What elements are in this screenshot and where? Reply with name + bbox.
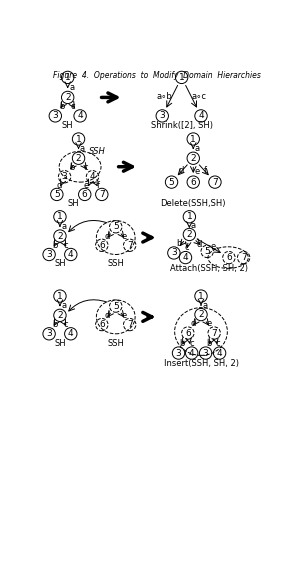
Text: d: d [178,166,184,175]
Text: 1: 1 [190,135,196,144]
Text: a: a [191,221,196,230]
Text: 2: 2 [57,232,63,240]
Text: SH: SH [54,259,66,268]
Text: 6: 6 [190,178,196,187]
Text: 2: 2 [190,154,196,163]
Text: 3: 3 [159,111,165,120]
Text: b: b [180,339,185,348]
Text: a: a [80,144,85,153]
Text: c: c [185,243,189,252]
Text: 4: 4 [217,349,222,358]
Text: c: c [83,163,88,172]
Text: 4: 4 [183,253,188,262]
Text: a: a [195,144,200,153]
Text: d: d [105,311,110,320]
Text: SSH: SSH [89,147,106,156]
Text: SH: SH [62,122,73,131]
Text: f: f [204,166,207,175]
Text: SH: SH [54,339,66,348]
Text: c: c [63,320,68,329]
Text: c: c [63,241,68,250]
Text: 1: 1 [179,73,185,82]
Text: 3: 3 [203,349,208,358]
Text: f: f [96,181,99,190]
Text: 2: 2 [187,230,192,239]
Text: 4: 4 [68,329,74,339]
Text: 1: 1 [198,291,204,300]
Text: 1: 1 [57,291,63,300]
Text: 4: 4 [189,349,195,358]
Text: SSH: SSH [107,259,124,268]
Text: e: e [122,311,127,320]
Text: b: b [206,339,211,348]
Text: 1: 1 [186,212,192,222]
Text: 4: 4 [90,172,95,181]
Text: e: e [122,232,127,240]
Text: b: b [52,241,57,250]
Text: 6: 6 [99,241,105,250]
Text: a: a [61,222,66,231]
Text: 7: 7 [127,241,132,250]
Text: 3: 3 [176,349,181,358]
Text: d: d [197,240,202,249]
Text: 1: 1 [76,135,81,144]
Text: 4: 4 [68,250,74,259]
Text: c: c [71,102,76,111]
Text: 2: 2 [57,311,63,320]
Text: 1: 1 [57,212,63,222]
Text: e: e [195,167,200,176]
Text: 3: 3 [52,111,58,120]
Text: 3: 3 [62,172,68,181]
Text: 2: 2 [76,154,81,163]
Text: a: a [69,83,74,92]
Text: Shrink([2], SH): Shrink([2], SH) [151,122,213,131]
Text: 7: 7 [241,253,247,262]
Text: b: b [69,163,74,172]
Text: a: a [61,301,66,310]
Text: 5: 5 [169,178,174,187]
Text: Delete(SSH,SH): Delete(SSH,SH) [161,199,226,208]
Text: b: b [177,239,182,248]
Text: d: d [191,319,196,328]
Text: 5: 5 [113,222,119,231]
Text: 6: 6 [185,328,191,337]
Text: SH: SH [67,199,79,208]
Text: Figure  4.  Operations  to  Modify  Domain  Hierarchies: Figure 4. Operations to Modify Domain Hi… [53,71,261,80]
Text: 2: 2 [65,93,70,102]
Text: 5: 5 [54,190,60,199]
Text: a: a [202,301,207,310]
Text: d: d [105,232,110,240]
Text: 7: 7 [127,320,132,329]
Text: 3: 3 [46,250,52,259]
Text: 5: 5 [113,302,119,311]
Text: 6: 6 [226,253,232,262]
Text: d: d [57,181,62,190]
Text: 7: 7 [211,328,217,337]
Text: 6: 6 [99,320,105,329]
Text: a∘b: a∘b [157,92,173,101]
Text: e: e [210,241,215,250]
Text: c: c [189,339,194,348]
Text: a∘c: a∘c [191,92,206,101]
Text: 6: 6 [82,190,88,199]
Text: 1: 1 [65,73,71,82]
Text: SSH: SSH [107,339,124,348]
Text: e: e [206,319,211,328]
Text: 5: 5 [204,247,210,256]
Text: 4: 4 [77,111,83,120]
Text: 3: 3 [171,248,177,257]
Text: 7: 7 [212,178,218,187]
Text: Attach(SSH, SH, 2): Attach(SSH, SH, 2) [170,264,248,273]
Text: b: b [60,102,65,111]
Text: 7: 7 [99,190,105,199]
Text: Insert(SSH, SH, 2): Insert(SSH, SH, 2) [163,360,238,368]
Text: 3: 3 [46,329,52,339]
Text: 2: 2 [198,310,204,319]
Text: c: c [216,339,220,348]
Text: e: e [84,181,89,190]
Text: b: b [52,320,57,329]
Text: 4: 4 [198,111,204,120]
